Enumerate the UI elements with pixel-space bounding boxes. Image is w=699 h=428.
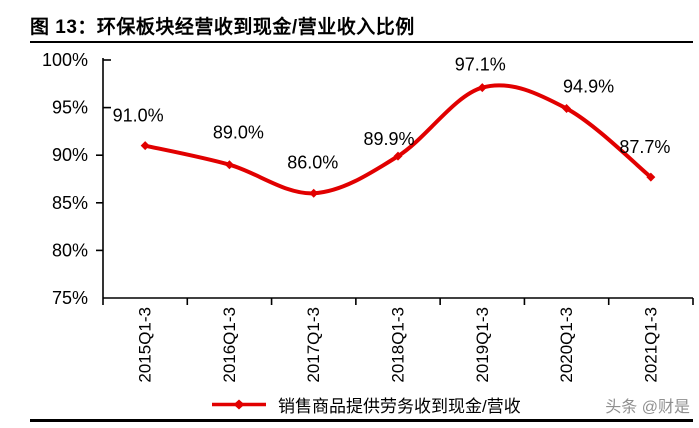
watermark: 头条 @财是 (605, 399, 690, 416)
data-point-marker (140, 141, 150, 151)
data-label: 97.1% (455, 55, 506, 75)
y-tick-label: 75% (52, 288, 88, 308)
data-label: 89.9% (363, 129, 414, 149)
data-label: 94.9% (563, 77, 614, 97)
x-tick-label: 2016Q1-3 (220, 307, 239, 383)
data-label: 91.0% (113, 106, 164, 126)
y-tick-label: 95% (52, 98, 88, 118)
y-tick-label: 80% (52, 240, 88, 260)
x-tick-label: 2018Q1-3 (389, 307, 408, 383)
title-divider (30, 41, 693, 43)
legend-marker (233, 399, 245, 409)
legend-line-marker-icon (212, 399, 266, 409)
chart-legend: 销售商品提供劳务收到现金/营收 (211, 393, 521, 416)
bottom-divider (30, 419, 693, 422)
x-tick-label: 2021Q1-3 (641, 307, 660, 383)
data-point-marker (393, 151, 403, 161)
data-point-marker (477, 83, 487, 93)
x-tick-label: 2019Q1-3 (473, 307, 492, 383)
legend-label: 销售商品提供劳务收到现金/营收 (278, 396, 521, 416)
data-point-marker (309, 188, 319, 198)
x-tick-label: 2015Q1-3 (136, 307, 155, 383)
data-point-marker (224, 160, 234, 170)
data-point-marker (562, 104, 572, 114)
y-tick-label: 100% (42, 50, 88, 70)
data-label: 86.0% (287, 152, 338, 172)
y-tick-label: 90% (52, 145, 88, 165)
y-tick-label: 85% (52, 193, 88, 213)
x-tick-label: 2020Q1-3 (557, 307, 576, 383)
data-label: 89.0% (213, 123, 264, 143)
data-label: 87.7% (619, 137, 670, 157)
data-point-marker (646, 172, 656, 182)
x-tick-label: 2017Q1-3 (304, 307, 323, 383)
figure-title: 图 13：环保板块经营收到现金/营业收入比例 (30, 17, 415, 38)
